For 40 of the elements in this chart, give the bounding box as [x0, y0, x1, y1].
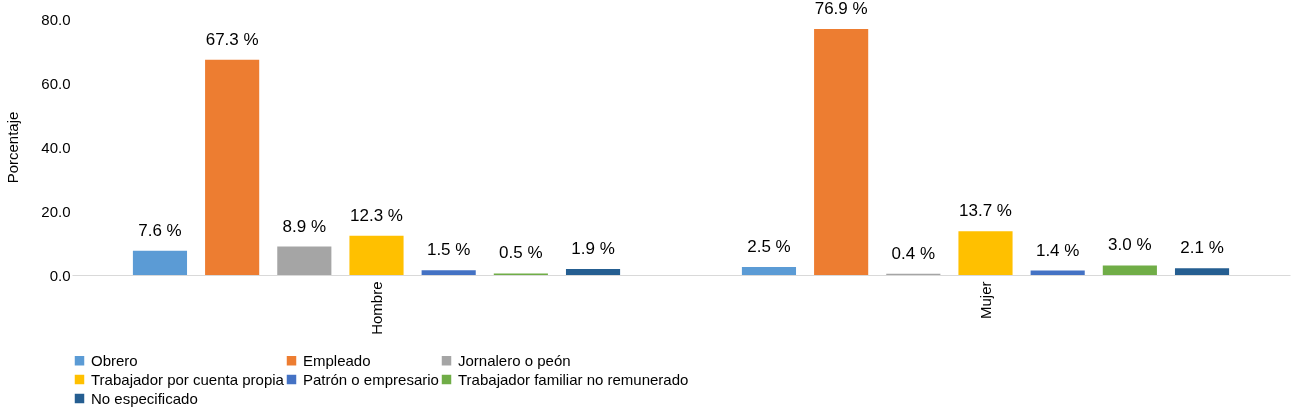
data-label: 67.3 %: [205, 29, 259, 49]
bar: [132, 250, 188, 275]
bar: [277, 246, 332, 275]
bar: [814, 28, 869, 275]
data-label: 1.5 %: [426, 240, 471, 260]
x-tick-label: Mujer: [976, 281, 994, 320]
y-tick-label: 60.0: [41, 74, 71, 92]
bar: [1174, 268, 1230, 275]
legend-label: Trabajador familiar no remunerado: [458, 370, 689, 388]
data-label: 12.3 %: [350, 205, 403, 225]
bar: [958, 231, 1013, 275]
bar: [1102, 265, 1157, 275]
data-label: 0.4 %: [891, 243, 936, 263]
bar: [565, 268, 621, 275]
bar: [741, 267, 797, 275]
data-label: 2.5 %: [747, 237, 791, 256]
bar: [421, 270, 476, 275]
legend-label: Empleado: [303, 351, 371, 369]
legend-label: Jornalero o peón: [458, 351, 571, 369]
legend-label: Patrón o empresario: [303, 370, 439, 388]
data-label: 76.9 %: [814, 0, 868, 18]
data-label: 8.9 %: [282, 216, 327, 236]
legend-label: Obrero: [91, 351, 138, 369]
bar: [349, 235, 404, 275]
x-tick-label: Hombre: [367, 281, 385, 335]
y-tick-label: 40.0: [41, 138, 71, 156]
y-tick-label: 0.0: [49, 266, 71, 284]
data-label: 2.1 %: [1180, 238, 1224, 258]
y-tick-label: 80.0: [41, 10, 71, 28]
data-label: 7.6 %: [138, 220, 182, 240]
legend-label: Trabajador por cuenta propia: [91, 370, 285, 388]
data-label: 1.4 %: [1035, 240, 1080, 260]
data-label: 3.0 %: [1108, 235, 1152, 255]
legend-label: No especificado: [91, 389, 198, 407]
data-label: 0.5 %: [499, 243, 543, 263]
y-axis-title: Porcentaje: [4, 111, 22, 184]
data-label: 13.7 %: [959, 201, 1012, 221]
data-label: 1.9 %: [571, 238, 615, 258]
y-tick-label: 20.0: [41, 202, 71, 220]
bar: [205, 59, 260, 275]
